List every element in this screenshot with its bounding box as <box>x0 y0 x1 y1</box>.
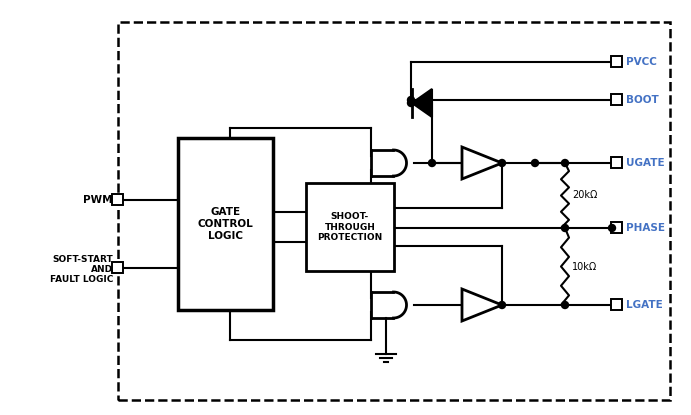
Text: SHOOT-
THROUGH
PROTECTION: SHOOT- THROUGH PROTECTION <box>317 212 383 242</box>
Bar <box>612 158 623 168</box>
Text: LGATE: LGATE <box>626 300 663 310</box>
Bar <box>612 300 623 310</box>
Circle shape <box>428 159 435 166</box>
Circle shape <box>562 302 569 308</box>
Text: PVCC: PVCC <box>626 57 657 67</box>
Bar <box>612 222 623 234</box>
Text: PWM: PWM <box>84 195 113 205</box>
Text: GATE
CONTROL
LOGIC: GATE CONTROL LOGIC <box>198 208 254 241</box>
Circle shape <box>562 159 569 166</box>
Text: 10kΩ: 10kΩ <box>572 261 597 271</box>
Circle shape <box>531 159 538 166</box>
Text: SOFT-START: SOFT-START <box>53 254 113 264</box>
Polygon shape <box>412 89 432 117</box>
Bar <box>113 195 124 205</box>
Text: UGATE: UGATE <box>626 158 665 168</box>
Circle shape <box>562 225 569 232</box>
Polygon shape <box>462 289 502 321</box>
Circle shape <box>408 97 415 103</box>
Text: 20kΩ: 20kΩ <box>572 190 598 200</box>
Bar <box>612 56 623 68</box>
Circle shape <box>609 225 616 232</box>
Text: FAULT LOGIC: FAULT LOGIC <box>50 274 113 283</box>
Text: PHASE: PHASE <box>626 223 665 233</box>
Bar <box>118 22 670 400</box>
Circle shape <box>408 100 415 107</box>
Text: BOOT: BOOT <box>626 95 659 105</box>
Bar <box>178 138 273 310</box>
Bar <box>612 95 623 105</box>
Text: AND: AND <box>91 264 113 273</box>
Circle shape <box>498 302 506 308</box>
Polygon shape <box>462 147 502 179</box>
Bar <box>113 263 124 273</box>
Circle shape <box>498 159 506 166</box>
Bar <box>306 183 394 271</box>
